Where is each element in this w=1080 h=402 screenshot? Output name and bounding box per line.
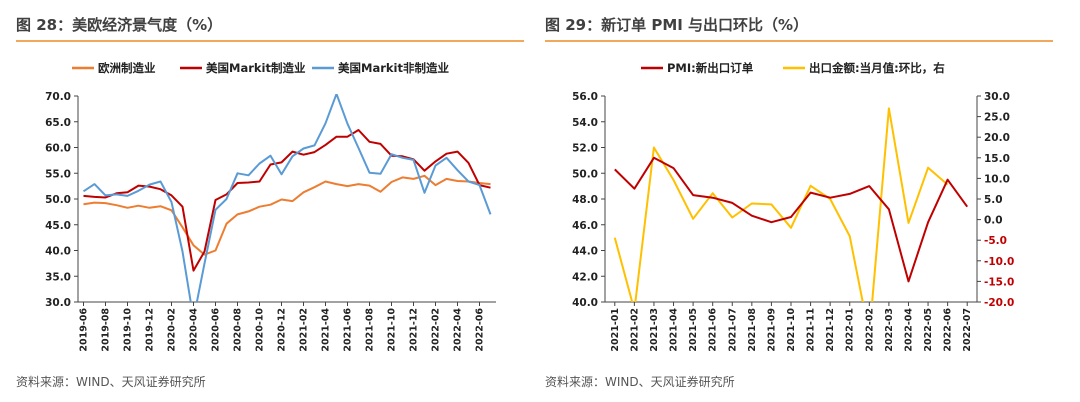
- x-tick-label: 2022-07: [962, 308, 973, 352]
- x-tick-label: 2022-02: [864, 308, 875, 352]
- right-line-chart: PMI:新出口订单 出口金额:当月值:环比，右 56.0 54.0 52.0 50.0 48…: [572, 61, 1014, 352]
- x-tick-label: 2021-12: [825, 308, 836, 352]
- legend-label: 欧洲制造业: [98, 61, 156, 75]
- y-tick-label: 48.0: [572, 194, 598, 206]
- y-tick-label: 44.0: [572, 246, 598, 258]
- y2-tick-label: -15.0: [984, 276, 1014, 288]
- series-line-export-mom: [613, 107, 949, 302]
- x-tick-label: 2020-10: [255, 308, 266, 352]
- y-tick-label: 42.0: [572, 271, 598, 283]
- legend-label: 美国Markit制造业: [206, 61, 306, 75]
- x-tick-label: 2019-12: [145, 308, 156, 352]
- y-tick-label: 52.0: [572, 143, 598, 155]
- x-tick-label: 2021-03: [649, 308, 660, 352]
- x-tick-label: 2021-06: [708, 308, 719, 352]
- y2-tick-label: 30.0: [984, 91, 1010, 103]
- y-tick-label: 46.0: [572, 220, 598, 232]
- x-tick-label: 2022-04: [453, 308, 464, 352]
- y2-tick-label: 15.0: [984, 153, 1010, 165]
- y-tick-label: 45.0: [45, 220, 71, 232]
- x-tick-label: 2021-11: [806, 308, 817, 352]
- x-tick-label: 2021-10: [387, 308, 398, 352]
- right-source-note: 资料来源：WIND、天风证券研究所: [545, 375, 735, 389]
- legend-label: 美国Markit非制造业: [338, 61, 449, 75]
- right-chart-title: 图 29：新订单 PMI 与出口环比（%）: [545, 16, 809, 34]
- y2-tick-label: 5.0: [984, 194, 1003, 206]
- x-tick-label: 2019-08: [101, 308, 112, 352]
- y2-tick-label: -5.0: [984, 235, 1007, 247]
- x-tick-label: 2019-10: [123, 308, 134, 352]
- right-title-rule: [545, 40, 1053, 42]
- y2-tick-label: 25.0: [984, 112, 1010, 124]
- x-tick-label: 2022-01: [845, 308, 856, 352]
- y-tick-label: 35.0: [45, 271, 71, 283]
- left-chart-panel: 图 28：美欧经济景气度（%） 欧洲制造业 美国Markit制造业 美国Markit…: [16, 0, 540, 402]
- x-tick-label: 2020-06: [211, 308, 222, 352]
- left-line-chart: 欧洲制造业 美国Markit制造业 美国Markit非制造业 70.0 65.0 60.0…: [45, 61, 496, 352]
- right-chart-panel: 图 29：新订单 PMI 与出口环比（%） PMI:新出口订单 出口金额:当月值:…: [545, 0, 1069, 402]
- legend-label: PMI:新出口订单: [667, 61, 754, 75]
- x-tick-label: 2020-12: [277, 308, 288, 352]
- x-tick-label: 2020-04: [189, 308, 200, 352]
- series-line-pmi-export-orders: [614, 156, 969, 283]
- x-tick-label: 2021-08: [365, 308, 376, 352]
- y-tick-label: 50.0: [45, 194, 71, 206]
- x-tick-label: 2021-06: [343, 308, 354, 352]
- x-tick-label: 2022-04: [903, 308, 914, 352]
- y2-tick-label: 10.0: [984, 173, 1010, 185]
- x-tick-label: 2020-02: [167, 308, 178, 352]
- x-tick-label: 2022-02: [431, 308, 442, 352]
- x-tick-label: 2021-12: [409, 308, 420, 352]
- x-tick-label: 2021-01: [610, 308, 621, 352]
- y2-tick-label: -10.0: [984, 256, 1014, 268]
- series-line-1: [83, 174, 491, 256]
- y-tick-label: 54.0: [572, 117, 598, 129]
- y2-tick-label: 0.0: [984, 215, 1003, 227]
- y2-tick-label: -20.0: [984, 297, 1014, 309]
- left-source-note: 资料来源：WIND、天风证券研究所: [16, 375, 206, 389]
- y-tick-label: 40.0: [45, 246, 71, 258]
- y-tick-label: 65.0: [45, 117, 71, 129]
- x-tick-label: 2021-08: [747, 308, 758, 352]
- y-tick-label: 30.0: [45, 297, 71, 309]
- left-title-rule: [16, 40, 524, 42]
- x-tick-label: 2019-06: [79, 308, 90, 352]
- y-tick-label: 60.0: [45, 143, 71, 155]
- x-tick-label: 2021-04: [321, 308, 332, 352]
- x-tick-label: 2021-02: [629, 308, 640, 352]
- y-tick-label: 50.0: [572, 168, 598, 180]
- series-line-2: [83, 129, 491, 272]
- x-tick-label: 2022-03: [884, 308, 895, 352]
- x-tick-label: 2021-07: [727, 308, 738, 352]
- x-tick-label: 2021-10: [786, 308, 797, 352]
- x-tick-label: 2020-08: [233, 308, 244, 352]
- y-tick-label: 70.0: [45, 91, 71, 103]
- x-tick-label: 2022-05: [923, 308, 934, 352]
- x-tick-label: 2022-06: [943, 308, 954, 352]
- left-chart-title: 图 28：美欧经济景气度（%）: [16, 16, 223, 34]
- x-tick-label: 2022-06: [475, 308, 486, 352]
- y-tick-label: 56.0: [572, 91, 598, 103]
- y-tick-label: 55.0: [45, 168, 71, 180]
- x-tick-label: 2021-09: [766, 308, 777, 352]
- y-tick-label: 40.0: [572, 297, 598, 309]
- legend-label: 出口金额:当月值:环比，右: [809, 61, 945, 75]
- x-tick-label: 2021-02: [299, 308, 310, 352]
- y2-tick-label: 20.0: [984, 132, 1010, 144]
- x-tick-label: 2021-05: [688, 308, 699, 352]
- series-line-3: [82, 94, 492, 302]
- x-tick-label: 2021-04: [669, 308, 680, 352]
